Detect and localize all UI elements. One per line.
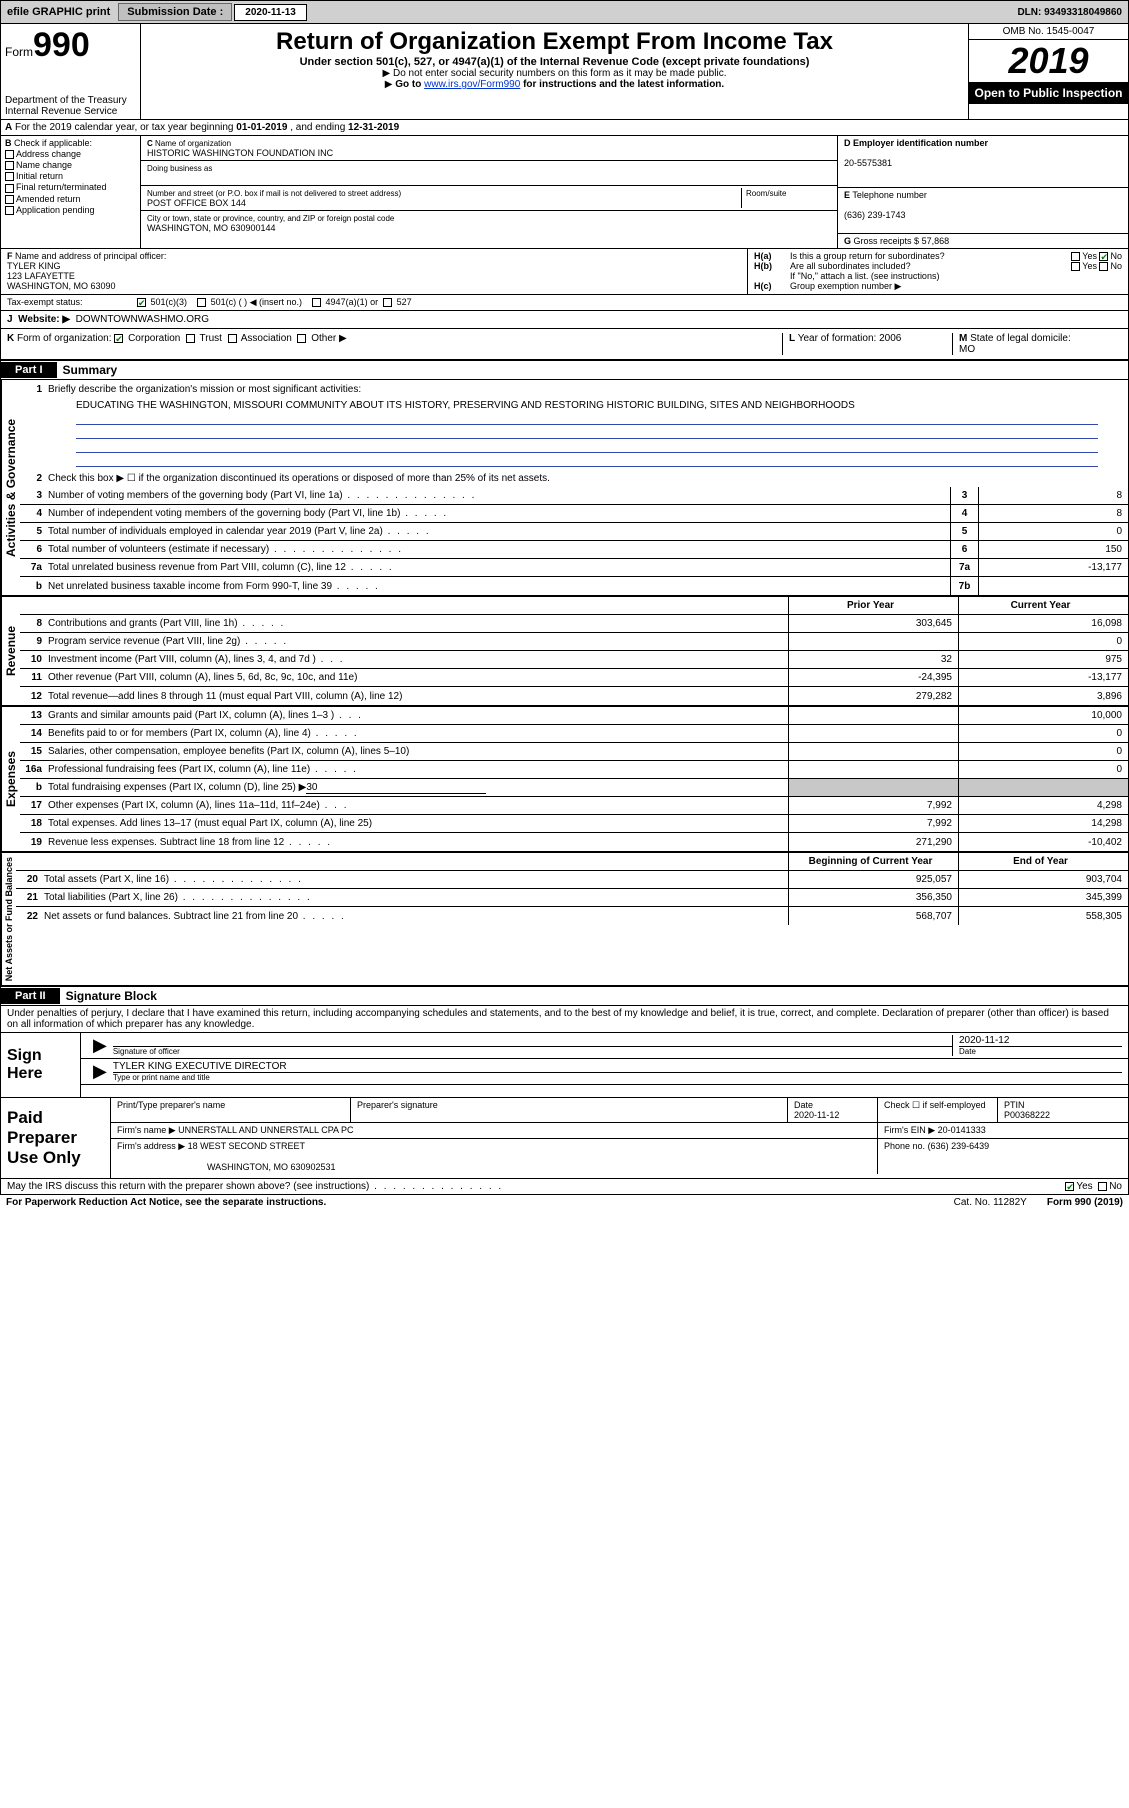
submission-date-label[interactable]: Submission Date : (118, 3, 232, 21)
omb-number: OMB No. 1545-0047 (969, 24, 1128, 40)
tax-exempt-status: Tax-exempt status: 501(c)(3) 501(c) ( ) … (1, 295, 1128, 311)
section-expenses: Expenses 13Grants and similar amounts pa… (1, 707, 1128, 853)
signature-block: Under penalties of perjury, I declare th… (1, 1006, 1128, 1194)
col-C: C Name of organizationHISTORIC WASHINGTO… (141, 136, 838, 248)
efile-label: efile GRAPHIC print (1, 4, 116, 20)
col-B-checkboxes: B Check if applicable: Address change Na… (1, 136, 141, 248)
col-D-E-G: D Employer identification number20-55753… (838, 136, 1128, 248)
vlabel-revenue: Revenue (1, 597, 20, 705)
tax-year: 2019 (969, 40, 1128, 82)
gross-receipts: 57,868 (922, 236, 950, 246)
section-activities-governance: Activities & Governance 1Briefly describ… (1, 380, 1128, 597)
org-name: HISTORIC WASHINGTON FOUNDATION INC (147, 148, 333, 158)
page-footer: For Paperwork Reduction Act Notice, see … (0, 1195, 1129, 1210)
paid-preparer-block: Paid Preparer Use Only Print/Type prepar… (1, 1097, 1128, 1178)
section-revenue: Revenue Prior YearCurrent Year 8Contribu… (1, 597, 1128, 707)
dln: DLN: 93493318049860 (1011, 5, 1128, 20)
submission-date: 2020-11-13 (234, 4, 307, 21)
perjury-statement: Under penalties of perjury, I declare th… (1, 1006, 1128, 1032)
officer-name: TYLER KING EXECUTIVE DIRECTOR (113, 1061, 1122, 1072)
mission-text: EDUCATING THE WASHINGTON, MISSOURI COMMU… (20, 398, 1128, 469)
website-row: J Website: ▶ DOWNTOWNWASHMO.ORG (1, 311, 1128, 329)
sign-here-label: Sign Here (1, 1033, 81, 1097)
ein: 20-5575381 (844, 158, 892, 168)
form-990-page: efile GRAPHIC print Submission Date : 20… (0, 0, 1129, 1195)
website: DOWNTOWNWASHMO.ORG (76, 314, 209, 325)
org-city: WASHINGTON, MO 630900144 (147, 223, 276, 233)
group-return: H(a)Is this a group return for subordina… (748, 249, 1128, 294)
telephone: (636) 239-1743 (844, 210, 906, 220)
chk-application-pending[interactable]: Application pending (5, 205, 136, 215)
principal-officer: F Name and address of principal officer:… (1, 249, 748, 294)
chk-name-change[interactable]: Name change (5, 160, 136, 170)
chk-initial-return[interactable]: Initial return (5, 171, 136, 181)
vlabel-expenses: Expenses (1, 707, 20, 851)
row-K-L-M: K Form of organization: Corporation Trus… (1, 329, 1128, 361)
form990-link[interactable]: www.irs.gov/Form990 (424, 79, 520, 90)
vlabel-activities: Activities & Governance (1, 380, 20, 595)
form-header: Form990 Department of the Treasury Inter… (1, 24, 1128, 120)
sign-arrow-icon: ▶ (87, 1061, 113, 1082)
header-left: Form990 Department of the Treasury Inter… (1, 24, 141, 119)
efile-top-bar: efile GRAPHIC print Submission Date : 20… (1, 1, 1128, 24)
open-to-public: Open to Public Inspection (969, 82, 1128, 104)
irs-discuss-row: May the IRS discuss this return with the… (1, 1178, 1128, 1194)
part-I-header: Part I Summary (1, 361, 1128, 380)
vlabel-net-assets: Net Assets or Fund Balances (1, 853, 16, 985)
form-title: Return of Organization Exempt From Incom… (145, 28, 964, 56)
chk-address-change[interactable]: Address change (5, 149, 136, 159)
line-A: A For the 2019 calendar year, or tax yea… (1, 120, 1128, 136)
row-F-H: F Name and address of principal officer:… (1, 249, 1128, 295)
part-II-header: Part II Signature Block (1, 987, 1128, 1006)
section-net-assets: Net Assets or Fund Balances Beginning of… (1, 853, 1128, 987)
header-mid: Return of Organization Exempt From Incom… (141, 24, 968, 119)
sign-arrow-icon: ▶ (87, 1035, 113, 1056)
chk-amended-return[interactable]: Amended return (5, 194, 136, 204)
header-right: OMB No. 1545-0047 2019 Open to Public In… (968, 24, 1128, 119)
block-B-through-G: B Check if applicable: Address change Na… (1, 136, 1128, 249)
chk-final-return[interactable]: Final return/terminated (5, 182, 136, 192)
org-street: POST OFFICE BOX 144 (147, 198, 246, 208)
